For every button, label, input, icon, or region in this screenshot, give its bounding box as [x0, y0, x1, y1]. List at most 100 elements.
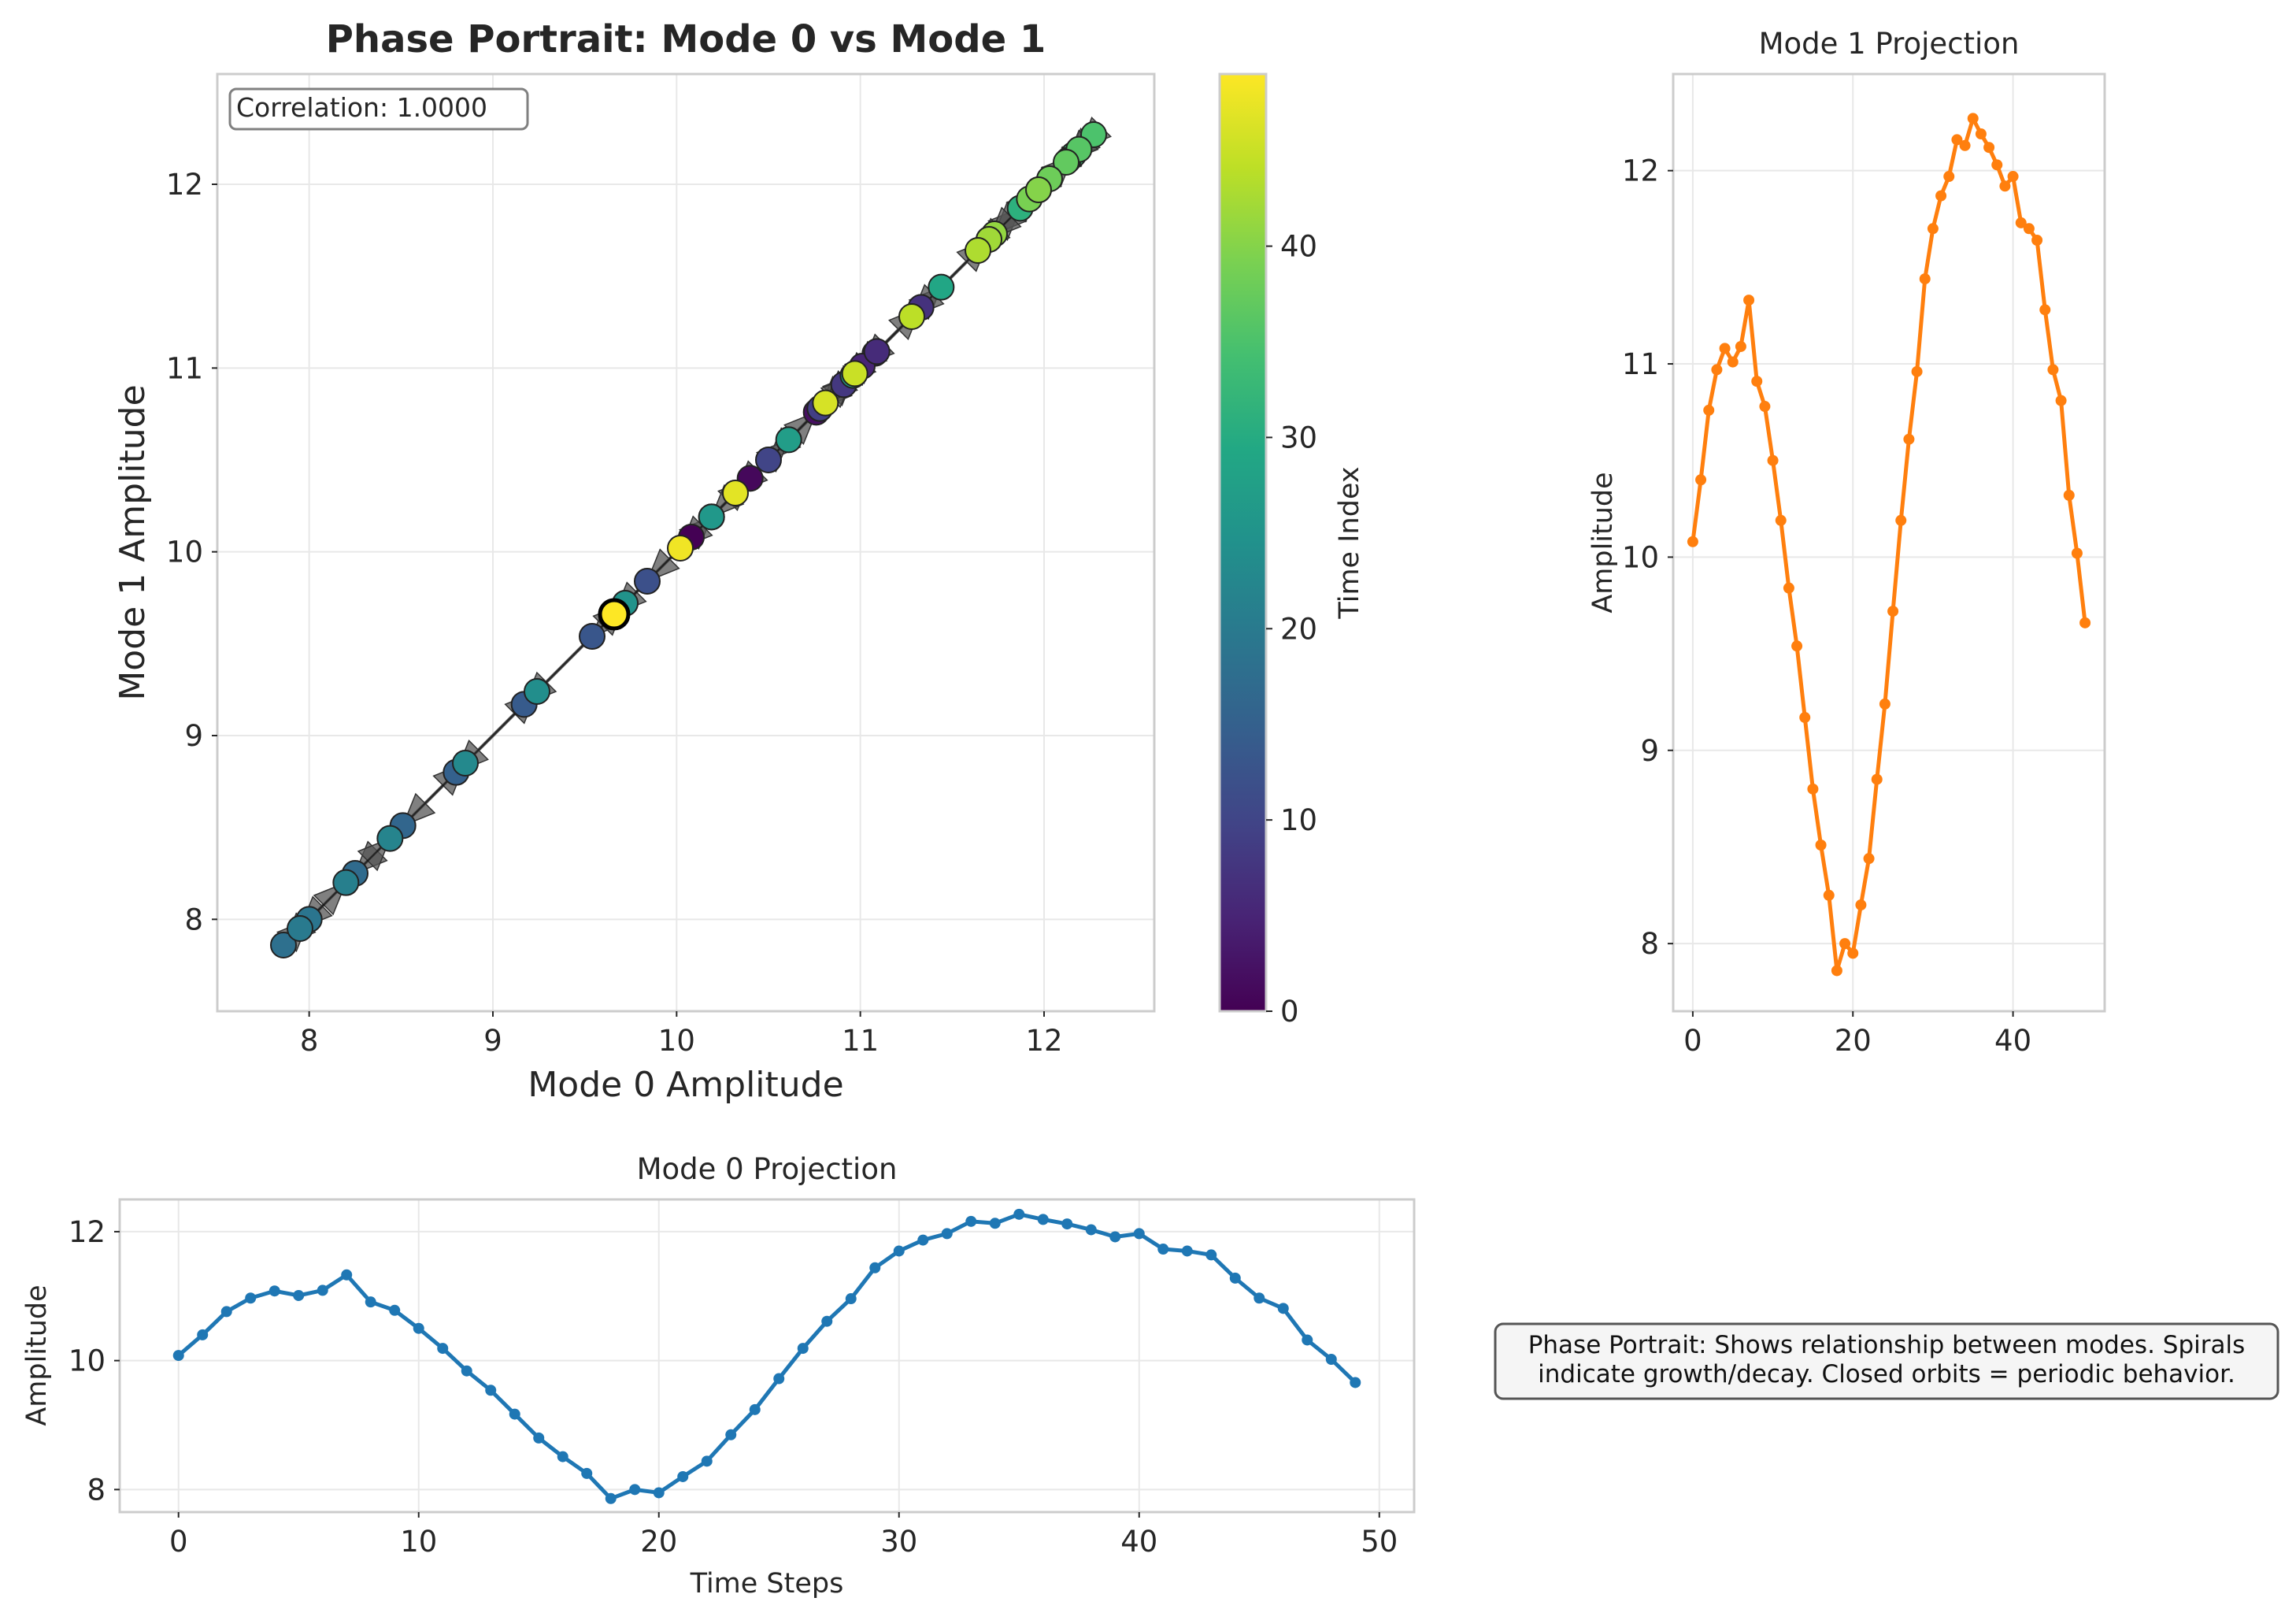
phase-point — [452, 750, 479, 777]
mode1-point — [2071, 547, 2083, 559]
mode0-point — [1085, 1224, 1097, 1236]
mode1-point — [1847, 947, 1859, 959]
mode0-point — [509, 1408, 520, 1420]
mode1-point — [1807, 783, 1819, 795]
mode0-point — [1133, 1228, 1145, 1240]
mode1-x-tick-label: 0 — [1683, 1024, 1702, 1058]
phase-point — [755, 447, 782, 473]
mode0-point — [869, 1262, 881, 1273]
phase-point — [812, 389, 839, 417]
colorbar-tick-label: 30 — [1280, 421, 1317, 454]
mode1-point — [1735, 340, 1746, 352]
mode1-point — [1727, 356, 1739, 368]
mode1-point — [1935, 190, 1947, 202]
mode1-point — [1951, 134, 1963, 146]
phase-x-tick-label: 8 — [300, 1024, 319, 1058]
mode1-projection-panel: 0 20 40 8 9 10 11 12 Mode 1 Projection Amplitud… — [1587, 27, 2106, 1058]
mode0-x-axis-label: Time Steps — [690, 1568, 844, 1600]
phase-point — [524, 678, 550, 705]
mode1-x-tick-label: 20 — [1835, 1024, 1872, 1058]
mode1-point — [2015, 217, 2027, 228]
mode1-x-tick-label: 40 — [1994, 1024, 2031, 1058]
phase-y-axis-label: Mode 1 Amplitude — [113, 384, 153, 700]
mode0-point — [172, 1350, 184, 1362]
mode0-point — [485, 1385, 497, 1396]
mode1-point — [1911, 365, 1923, 377]
mode1-point — [1991, 159, 2003, 171]
explanation-box — [1494, 1322, 2279, 1400]
colorbar-gradient — [1218, 72, 1268, 1013]
mode0-point — [557, 1451, 568, 1462]
mode0-y-tick-label: 8 — [87, 1473, 106, 1507]
phase-x-tick-label: 9 — [483, 1024, 502, 1058]
phase-point — [841, 360, 868, 387]
mode1-point — [2039, 304, 2051, 316]
colorbar-tick-label: 10 — [1280, 803, 1317, 837]
phase-x-tick-label: 11 — [842, 1024, 879, 1058]
explanation-line-2: indicate growth/decay. Closed orbits = p… — [1538, 1360, 2235, 1388]
mode1-point — [1927, 223, 1939, 235]
mode1-plot-frame — [1672, 72, 2106, 1013]
phase-point — [1025, 176, 1052, 203]
explanation-note: Phase Portrait: Shows relationship betwe… — [1494, 1322, 2279, 1400]
mode0-point — [821, 1315, 833, 1327]
mode1-point — [1831, 965, 1842, 977]
phase-final-point-marker — [598, 598, 631, 631]
phase-point — [722, 480, 749, 506]
mode0-point — [245, 1292, 257, 1304]
mode0-y-axis-label: Amplitude — [21, 1285, 53, 1425]
mode0-point — [1205, 1249, 1217, 1261]
phase-point — [898, 303, 925, 330]
mode1-point — [1711, 364, 1723, 376]
mode1-point — [1743, 295, 1755, 306]
phase-y-tick-label: 8 — [184, 903, 203, 936]
mode1-point — [1871, 773, 1883, 785]
mode1-point — [1815, 839, 1827, 851]
phase-point — [287, 915, 313, 942]
phase-point — [667, 535, 694, 562]
colorbar-tick-label: 40 — [1280, 230, 1317, 264]
mode0-point — [1302, 1334, 1313, 1346]
mode1-point — [1687, 536, 1698, 547]
mode1-point — [1959, 139, 1971, 151]
mode1-point — [1767, 454, 1779, 466]
mode1-point — [1967, 113, 1979, 124]
mode0-x-tick-label: 0 — [169, 1525, 188, 1559]
mode1-title: Mode 1 Projection — [1759, 27, 2020, 61]
mode1-point — [2079, 617, 2091, 628]
phase-point — [775, 426, 802, 454]
phase-point — [863, 338, 891, 365]
mode1-y-tick-label: 11 — [1622, 347, 1659, 381]
mode0-point — [749, 1403, 761, 1415]
mode0-point — [365, 1296, 376, 1308]
phase-x-axis-label: Mode 0 Amplitude — [528, 1065, 843, 1105]
mode1-point — [1863, 853, 1875, 865]
mode1-point — [1823, 889, 1835, 901]
phase-y-tick-label: 9 — [184, 719, 203, 753]
mode0-point — [197, 1329, 209, 1340]
phase-point — [270, 932, 297, 958]
mode0-point — [725, 1429, 737, 1440]
mode0-point — [773, 1373, 785, 1385]
mode1-point — [1887, 606, 1899, 617]
mode0-point — [677, 1470, 689, 1482]
mode0-point — [941, 1228, 953, 1240]
mode0-point — [220, 1306, 232, 1318]
phase-point — [579, 623, 605, 650]
mode1-point — [1943, 171, 1955, 183]
correlation-annotation: Correlation: 1.0000 — [236, 92, 487, 123]
phase-point — [332, 869, 360, 896]
mode0-point — [461, 1365, 472, 1377]
mode0-y-tick-label: 10 — [69, 1344, 106, 1378]
mode0-point — [701, 1455, 713, 1467]
mode0-point — [1350, 1377, 1361, 1388]
mode0-point — [1037, 1214, 1049, 1225]
mode0-x-tick-label: 50 — [1361, 1525, 1398, 1559]
mode0-point — [1229, 1272, 1241, 1284]
colorbar-tick-label: 0 — [1280, 995, 1299, 1029]
mode1-point — [2007, 171, 2019, 183]
mode0-x-tick-label: 20 — [640, 1525, 677, 1559]
colorbar: 0 10 20 30 40 Time Index — [1218, 72, 1365, 1029]
mode0-point — [605, 1492, 617, 1504]
